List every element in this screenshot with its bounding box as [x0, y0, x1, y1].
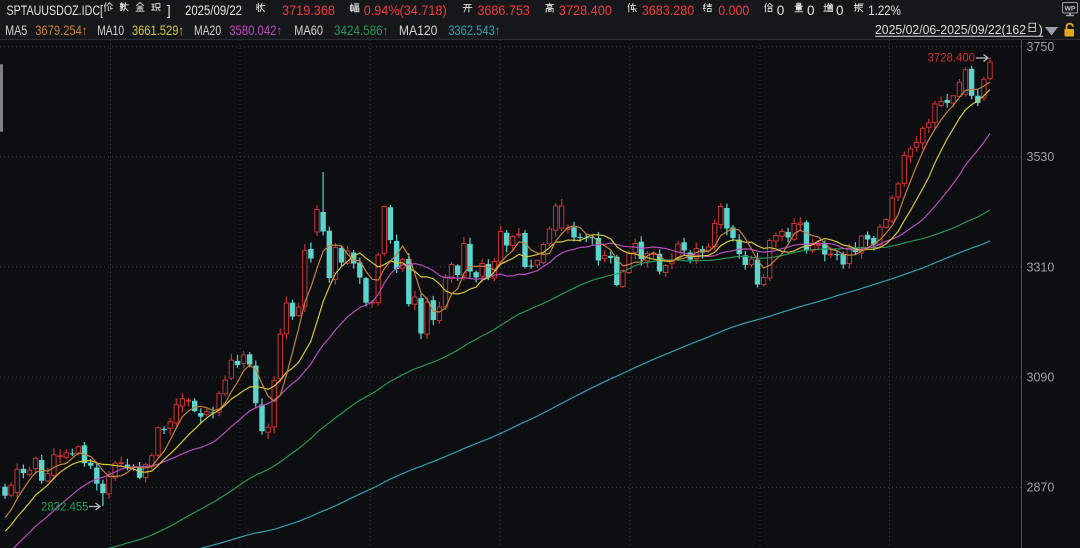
svg-text:3530: 3530 — [1027, 150, 1055, 164]
svg-text:0: 0 — [777, 3, 785, 18]
svg-text:3362.543↑: 3362.543↑ — [448, 23, 500, 38]
svg-text:0.000: 0.000 — [718, 3, 749, 18]
svg-text:3310: 3310 — [1027, 260, 1055, 274]
svg-text:MA20: MA20 — [194, 23, 221, 38]
svg-text:0: 0 — [807, 3, 815, 18]
svg-text:WP: WP — [1065, 6, 1076, 13]
svg-text:0.94%(34.718): 0.94%(34.718) — [364, 3, 447, 18]
svg-text:3728.400: 3728.400 — [559, 3, 612, 18]
svg-text:2870: 2870 — [1027, 481, 1055, 495]
svg-text:2025/02/06-2025/09/22(162: 2025/02/06-2025/09/22(162 — [875, 22, 1026, 37]
svg-text:3424.586↑: 3424.586↑ — [334, 23, 389, 38]
svg-text:3728.400: 3728.400 — [928, 51, 976, 65]
svg-text:3686.753: 3686.753 — [477, 3, 530, 18]
svg-text:SPTAUUSDOZ.IDC[: SPTAUUSDOZ.IDC[ — [7, 3, 104, 18]
svg-text:2025/09/22: 2025/09/22 — [185, 3, 242, 18]
svg-text:): ) — [1039, 22, 1043, 37]
svg-text:MA60: MA60 — [294, 23, 323, 38]
svg-text:MA120: MA120 — [399, 23, 438, 38]
svg-text:3719.368: 3719.368 — [282, 3, 335, 18]
svg-text:3750: 3750 — [1027, 40, 1055, 54]
svg-text:2832.455: 2832.455 — [41, 500, 89, 514]
svg-text:MA5: MA5 — [5, 23, 27, 38]
svg-text:3580.042↑: 3580.042↑ — [229, 23, 282, 38]
svg-text:3661.529↑: 3661.529↑ — [132, 23, 184, 38]
svg-text:3683.280: 3683.280 — [642, 3, 695, 18]
svg-text:]: ] — [167, 3, 171, 18]
svg-text:3090: 3090 — [1027, 370, 1055, 384]
svg-text:1.22%: 1.22% — [868, 3, 901, 18]
svg-text:MA10: MA10 — [97, 23, 124, 38]
svg-text:0: 0 — [836, 3, 844, 18]
svg-text:3679.254↑: 3679.254↑ — [35, 23, 87, 38]
